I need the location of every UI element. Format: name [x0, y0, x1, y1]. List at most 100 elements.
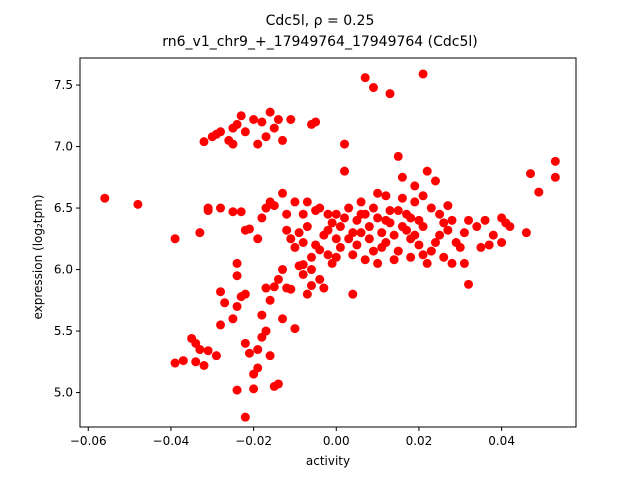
- data-point: [298, 260, 308, 270]
- data-point: [426, 203, 436, 213]
- data-point: [534, 187, 544, 197]
- data-point: [331, 252, 341, 262]
- data-point: [253, 363, 263, 373]
- x-axis-label: activity: [305, 454, 351, 468]
- data-point: [228, 207, 238, 217]
- data-point: [389, 230, 399, 240]
- data-point: [302, 289, 312, 299]
- data-point: [298, 238, 308, 247]
- x-tick-label: 0.00: [323, 434, 350, 448]
- data-point: [228, 314, 238, 324]
- data-point: [397, 193, 407, 203]
- data-point: [315, 245, 325, 255]
- data-point: [381, 191, 391, 201]
- data-point: [435, 230, 445, 240]
- data-point: [340, 166, 350, 176]
- data-point: [203, 203, 213, 213]
- data-point: [464, 215, 474, 225]
- data-point: [526, 169, 536, 179]
- data-point: [199, 361, 209, 370]
- data-point: [418, 69, 428, 79]
- data-point: [356, 197, 366, 207]
- data-point: [257, 117, 267, 127]
- y-tick-label: 6.5: [54, 201, 73, 215]
- data-point: [377, 228, 387, 238]
- data-point: [257, 310, 267, 320]
- data-point: [286, 234, 296, 244]
- data-point: [232, 271, 242, 281]
- x-tick-label: 0.02: [406, 434, 433, 448]
- data-point: [385, 206, 395, 216]
- x-tick-label: −0.06: [70, 434, 107, 448]
- data-point: [220, 298, 230, 308]
- data-point: [278, 188, 288, 198]
- ticks-layer: −0.06 −0.04 −0.02 0.00 0.02 0.04 5.0 5.5 6.0 6.5 7…: [54, 78, 515, 448]
- data-point: [290, 242, 300, 252]
- data-point: [426, 246, 436, 256]
- data-point: [443, 225, 453, 235]
- y-tick-label: 6.0: [54, 263, 73, 277]
- data-point: [178, 356, 188, 366]
- data-point: [422, 258, 432, 268]
- data-point: [240, 338, 250, 348]
- data-point: [397, 172, 407, 182]
- data-point: [368, 203, 378, 213]
- data-point: [315, 203, 325, 213]
- data-point: [232, 301, 242, 311]
- data-point: [261, 132, 271, 142]
- data-point: [459, 258, 469, 268]
- data-point: [335, 242, 345, 252]
- data-point: [439, 218, 449, 228]
- data-point: [410, 181, 420, 191]
- data-point: [397, 222, 407, 232]
- data-point: [170, 234, 180, 244]
- data-point: [335, 222, 345, 232]
- data-point: [191, 357, 201, 367]
- chart-subtitle: rn6_v1_chr9_+_17949764_17949764 (Cdc5l): [162, 34, 478, 50]
- data-point: [249, 384, 259, 394]
- data-point: [368, 246, 378, 256]
- data-point: [505, 222, 515, 232]
- data-point: [286, 284, 296, 294]
- data-point: [459, 228, 469, 238]
- axes-frame: [79, 57, 577, 428]
- data-point: [344, 234, 354, 244]
- data-point: [216, 320, 226, 330]
- data-point: [298, 209, 308, 219]
- data-point: [323, 209, 333, 219]
- data-point: [244, 224, 254, 234]
- data-point: [133, 199, 143, 209]
- data-point: [410, 197, 420, 207]
- data-point: [331, 234, 341, 244]
- data-point: [216, 127, 226, 137]
- data-point: [195, 228, 205, 238]
- data-point: [306, 252, 316, 262]
- data-point: [261, 283, 271, 293]
- data-point: [348, 250, 358, 260]
- data-point: [410, 230, 420, 240]
- data-point: [455, 242, 465, 252]
- data-point: [236, 111, 246, 121]
- data-point: [290, 197, 300, 207]
- data-point: [406, 252, 416, 262]
- data-point: [236, 207, 246, 217]
- data-point: [439, 252, 449, 262]
- data-point: [240, 412, 250, 422]
- data-point: [377, 242, 387, 252]
- data-point: [257, 213, 267, 223]
- data-point: [302, 222, 312, 232]
- data-point: [253, 234, 263, 244]
- data-point: [340, 213, 350, 223]
- data-point: [406, 213, 416, 223]
- x-tick-label: −0.04: [153, 434, 190, 448]
- data-point: [265, 295, 275, 305]
- data-point: [422, 166, 432, 176]
- data-point: [393, 246, 403, 256]
- data-point: [269, 282, 279, 292]
- data-point: [232, 258, 242, 268]
- data-point: [484, 240, 494, 250]
- data-point: [364, 234, 374, 244]
- data-point: [447, 215, 457, 225]
- x-tick-label: 0.04: [488, 434, 515, 448]
